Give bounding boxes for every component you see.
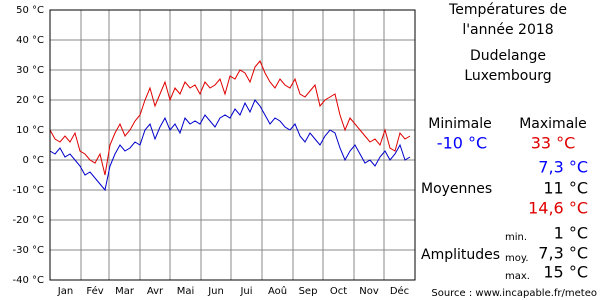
y-tick-label: -10 °C bbox=[13, 185, 45, 196]
max-header: Maximale bbox=[519, 116, 587, 132]
temperature-line bbox=[49, 60, 411, 176]
amp-min: 1 °C bbox=[554, 224, 588, 243]
y-tick-label: 40 °C bbox=[16, 35, 44, 46]
x-tick-label: Nov bbox=[359, 286, 379, 297]
y-tick-label: -20 °C bbox=[13, 215, 45, 226]
amp-max-label: max. bbox=[505, 271, 530, 282]
temperature-line bbox=[49, 99, 411, 192]
x-tick-label: Déc bbox=[390, 285, 409, 297]
y-tick-label: 10 °C bbox=[16, 125, 44, 136]
plot-frame bbox=[49, 9, 416, 281]
y-tick-label: 20 °C bbox=[16, 95, 44, 106]
x-tick-label: Jui bbox=[239, 286, 252, 297]
x-tick-label: Avr bbox=[147, 286, 164, 297]
source: Source : www.incapable.fr/meteo bbox=[431, 288, 597, 299]
x-tick-label: Aoû bbox=[268, 285, 287, 297]
y-tick-label: 30 °C bbox=[16, 65, 44, 76]
city: Dudelange bbox=[470, 48, 546, 64]
x-tick-label: Mar bbox=[115, 286, 135, 297]
y-tick-label: 50 °C bbox=[16, 5, 44, 16]
x-tick-label: Jan bbox=[57, 286, 73, 297]
y-tick-label: -30 °C bbox=[13, 245, 45, 256]
mean-label: Moyennes bbox=[421, 181, 492, 197]
mean-all: 11 °C bbox=[543, 179, 588, 198]
x-tick-label: Fév bbox=[86, 285, 103, 297]
y-tick-label: -40 °C bbox=[13, 275, 45, 286]
title: l'année 2018 bbox=[462, 22, 553, 38]
title: Températures de bbox=[448, 2, 567, 18]
x-tick-label: Mai bbox=[177, 286, 195, 297]
min-header: Minimale bbox=[428, 116, 491, 132]
mean-max: 14,6 °C bbox=[528, 199, 588, 218]
x-tick-label: Sep bbox=[299, 286, 318, 297]
info-panel: Températures de l'année 2018 Dudelange L… bbox=[421, 2, 597, 299]
amp-label: Amplitudes bbox=[421, 247, 500, 263]
country: Luxembourg bbox=[464, 68, 551, 84]
amp-min-label: min. bbox=[505, 232, 527, 243]
max-value: 33 °C bbox=[531, 134, 576, 153]
min-value: -10 °C bbox=[437, 134, 487, 153]
y-tick-label: 0 °C bbox=[22, 155, 44, 166]
x-tick-label: Jun bbox=[207, 286, 224, 297]
amp-max: 15 °C bbox=[543, 263, 588, 282]
amp-mean-label: moy. bbox=[505, 253, 529, 264]
mean-min: 7,3 °C bbox=[538, 158, 588, 177]
x-tick-label: Oct bbox=[330, 286, 347, 297]
amp-mean: 7,3 °C bbox=[538, 244, 588, 263]
